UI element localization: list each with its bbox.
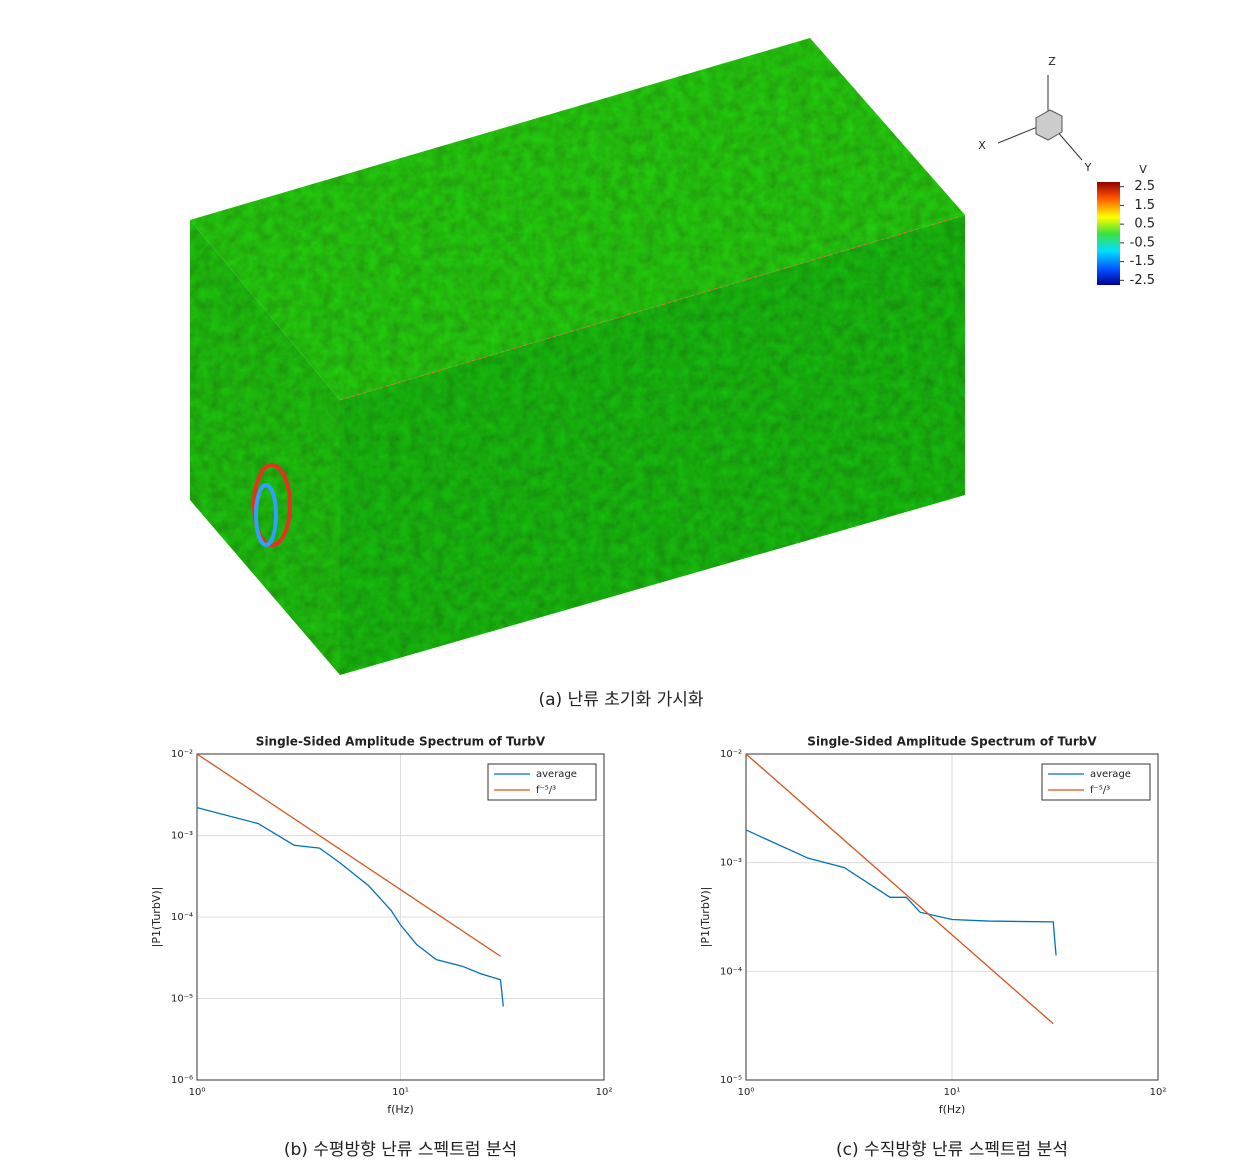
colorbar-tick-label: 1.5 xyxy=(1134,198,1155,213)
vortex xyxy=(252,463,292,547)
chart-title: Single-Sided Amplitude Spectrum of TurbV xyxy=(256,735,546,749)
x-tick-label: 10¹ xyxy=(392,1087,409,1098)
series-line xyxy=(745,829,1057,956)
triad-axis xyxy=(997,125,1041,144)
triad-label: X xyxy=(978,139,986,152)
y-tick-label: 10⁻⁶ xyxy=(171,1075,193,1086)
y-tick-label: 10⁻³ xyxy=(720,858,742,869)
axis-triad: Z X Y xyxy=(978,55,1091,174)
turbulence-render xyxy=(190,38,966,675)
colorbar xyxy=(1097,182,1120,285)
x-tick-label: 10¹ xyxy=(944,1087,961,1098)
triad-label: Y xyxy=(1084,161,1092,174)
box-top xyxy=(190,38,965,400)
x-tick-label: 10⁰ xyxy=(189,1087,206,1098)
caption: (a) 난류 초기화 가시화 xyxy=(538,690,703,710)
legend xyxy=(487,763,597,801)
y-tick-label: 10⁻⁴ xyxy=(171,912,193,923)
colorbar-tick-label: 0.5 xyxy=(1134,217,1155,232)
caption: (b) 수평방향 난류 스펙트럼 분석 xyxy=(284,1140,517,1160)
legend-label: average xyxy=(536,769,577,780)
colorbar-tick-label: -2.5 xyxy=(1130,273,1155,288)
x-tick-label: 10² xyxy=(596,1087,613,1098)
vortex xyxy=(254,483,278,547)
triad-cube xyxy=(1035,109,1063,141)
x-tick-label: 10⁰ xyxy=(738,1087,755,1098)
box-left xyxy=(190,220,340,675)
y-axis-label: |P1(TurbV)| xyxy=(699,887,712,948)
colorbar-tick-label: -0.5 xyxy=(1130,235,1155,250)
box-edge xyxy=(339,214,966,401)
box-front xyxy=(340,215,965,675)
colorbar-tick-label: 2.5 xyxy=(1134,179,1155,194)
colorbar-tick-label: -1.5 xyxy=(1130,254,1155,269)
series-line xyxy=(196,806,504,1007)
y-tick-label: 10⁻² xyxy=(720,749,742,760)
legend-label: f⁻⁵/³ xyxy=(536,785,556,796)
legend-label: f⁻⁵/³ xyxy=(1090,785,1110,796)
y-tick-label: 10⁻² xyxy=(171,749,193,760)
y-tick-label: 10⁻⁵ xyxy=(720,1075,742,1086)
plot-frame xyxy=(745,753,1159,1081)
x-axis-label: f(Hz) xyxy=(939,1103,966,1116)
series-line xyxy=(745,753,1054,1025)
x-axis-label: f(Hz) xyxy=(387,1103,414,1116)
y-tick-label: 10⁻⁴ xyxy=(720,966,742,977)
series-line xyxy=(196,753,501,957)
triad-axis xyxy=(1055,129,1083,161)
legend xyxy=(1041,763,1151,801)
triad-label: Z xyxy=(1048,55,1056,68)
plot-frame xyxy=(196,753,605,1081)
colorbar-title: V xyxy=(1139,163,1147,176)
chart-title: Single-Sided Amplitude Spectrum of TurbV xyxy=(807,735,1097,749)
y-tick-label: 10⁻³ xyxy=(171,831,193,842)
caption: (c) 수직방향 난류 스펙트럼 분석 xyxy=(836,1140,1068,1160)
x-tick-label: 10² xyxy=(1150,1087,1167,1098)
y-axis-label: |P1(TurbV)| xyxy=(150,887,163,948)
y-tick-label: 10⁻⁵ xyxy=(171,994,193,1005)
legend-label: average xyxy=(1090,769,1131,780)
